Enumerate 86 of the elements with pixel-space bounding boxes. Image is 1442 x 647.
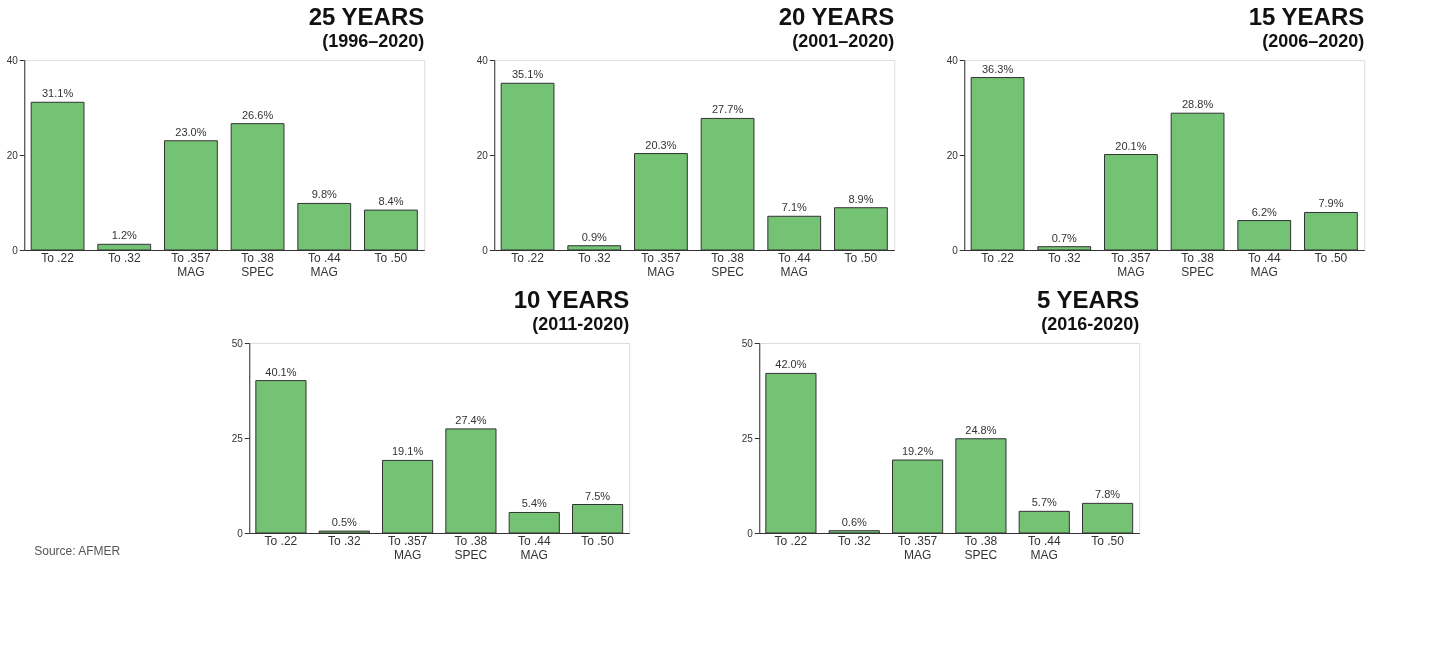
- y-tick-label: 0: [237, 527, 244, 539]
- data-label: 23.0%: [175, 125, 207, 138]
- chart-title: 5 YEARS: [1036, 286, 1140, 313]
- x-tick-label: To .32: [1047, 250, 1081, 265]
- data-label: 19.1%: [391, 445, 424, 458]
- data-label: 0.7%: [1051, 231, 1077, 244]
- x-tick-label: To .44 MAG: [517, 533, 551, 562]
- data-label: 35.1%: [511, 68, 544, 81]
- data-label: 6.2%: [1251, 205, 1277, 218]
- x-tick-label: To .38 SPEC: [241, 250, 275, 279]
- chart-subtitle: (2016-2020): [1041, 314, 1140, 334]
- y-tick-label: 20: [476, 149, 489, 161]
- data-label: 31.1%: [41, 87, 74, 100]
- x-tick-label: To .44 MAG: [777, 250, 811, 279]
- x-tick-label: To .32: [327, 533, 361, 548]
- y-tick-label: 20: [946, 149, 959, 161]
- chart-title: 25 YEARS: [308, 3, 425, 30]
- y-tick-label: 25: [741, 432, 754, 444]
- data-label: 7.9%: [1318, 197, 1344, 210]
- y-tick-label: 20: [6, 149, 19, 161]
- data-label: 7.8%: [1095, 488, 1121, 501]
- data-label: 1.2%: [111, 229, 137, 242]
- chart-title: 10 YEARS: [513, 286, 630, 313]
- x-tick-label: To .44 MAG: [1247, 250, 1281, 279]
- y-tick-label: 40: [6, 54, 19, 66]
- data-label: 40.1%: [265, 365, 297, 378]
- x-tick-label: To .357 MAG: [641, 250, 681, 279]
- y-tick-label: 40: [946, 54, 959, 66]
- data-label: 8.4%: [378, 195, 404, 208]
- data-label: 26.6%: [241, 108, 274, 121]
- x-tick-label: To .357 MAG: [897, 533, 938, 562]
- data-label: 0.5%: [331, 516, 357, 529]
- data-label: 7.1%: [781, 201, 807, 214]
- x-tick-label: To .357 MAG: [387, 533, 428, 562]
- y-tick-label: 40: [476, 54, 489, 66]
- x-tick-label: To .38 SPEC: [964, 533, 998, 562]
- x-tick-label: To .22: [511, 250, 545, 265]
- x-tick-label: To .22: [774, 533, 808, 548]
- data-label: 20.3%: [645, 138, 677, 151]
- chart-title: 20 YEARS: [778, 3, 895, 30]
- x-tick-label: To .38 SPEC: [454, 533, 488, 562]
- x-tick-label: To .38 SPEC: [1181, 250, 1215, 279]
- data-label: 27.7%: [711, 103, 744, 116]
- x-tick-label: To .22: [981, 250, 1015, 265]
- data-label: 7.5%: [585, 489, 611, 502]
- x-tick-label: To .50: [581, 533, 615, 548]
- y-tick-label: 0: [952, 244, 959, 256]
- y-tick-label: 0: [747, 527, 754, 539]
- data-label: 20.1%: [1115, 139, 1147, 152]
- x-tick-label: To .38 SPEC: [711, 250, 745, 279]
- data-label: 9.8%: [311, 188, 337, 201]
- data-label: 42.0%: [775, 358, 807, 371]
- data-label: 19.2%: [901, 445, 934, 458]
- x-tick-label: To .50: [844, 250, 878, 265]
- y-tick-label: 50: [231, 337, 244, 349]
- data-label: 24.8%: [965, 423, 997, 436]
- x-tick-label: To .50: [374, 250, 408, 265]
- x-tick-label: To .44 MAG: [1027, 533, 1061, 562]
- data-label: 8.9%: [848, 192, 874, 205]
- data-label: 36.3%: [981, 62, 1014, 75]
- x-tick-label: To .32: [577, 250, 611, 265]
- chart-subtitle: (2006–2020): [1262, 31, 1365, 51]
- data-label: 28.8%: [1181, 98, 1214, 111]
- chart-title: 15 YEARS: [1248, 3, 1365, 30]
- chart-subtitle: (2011-2020): [532, 314, 630, 334]
- x-tick-label: To .357 MAG: [171, 250, 211, 279]
- x-tick-label: To .22: [264, 533, 298, 548]
- x-tick-label: To .32: [837, 533, 871, 548]
- chart-subtitle: (1996–2020): [322, 31, 425, 51]
- data-label: 0.9%: [581, 230, 607, 243]
- y-tick-label: 50: [741, 337, 754, 349]
- x-tick-label: To .50: [1091, 533, 1125, 548]
- x-tick-label: To .22: [41, 250, 75, 265]
- source-note: Source: AFMER: [34, 544, 121, 558]
- x-tick-label: To .50: [1314, 250, 1348, 265]
- data-label: 5.7%: [1031, 496, 1057, 509]
- x-tick-label: To .32: [107, 250, 141, 265]
- x-tick-label: To .44 MAG: [307, 250, 341, 279]
- x-tick-label: To .357 MAG: [1111, 250, 1151, 279]
- y-tick-label: 0: [12, 244, 19, 256]
- data-label: 27.4%: [455, 413, 487, 426]
- y-tick-label: 0: [482, 244, 489, 256]
- data-label: 5.4%: [521, 497, 547, 510]
- y-tick-label: 25: [231, 432, 244, 444]
- data-label: 0.6%: [841, 515, 867, 528]
- chart-subtitle: (2001–2020): [792, 31, 895, 51]
